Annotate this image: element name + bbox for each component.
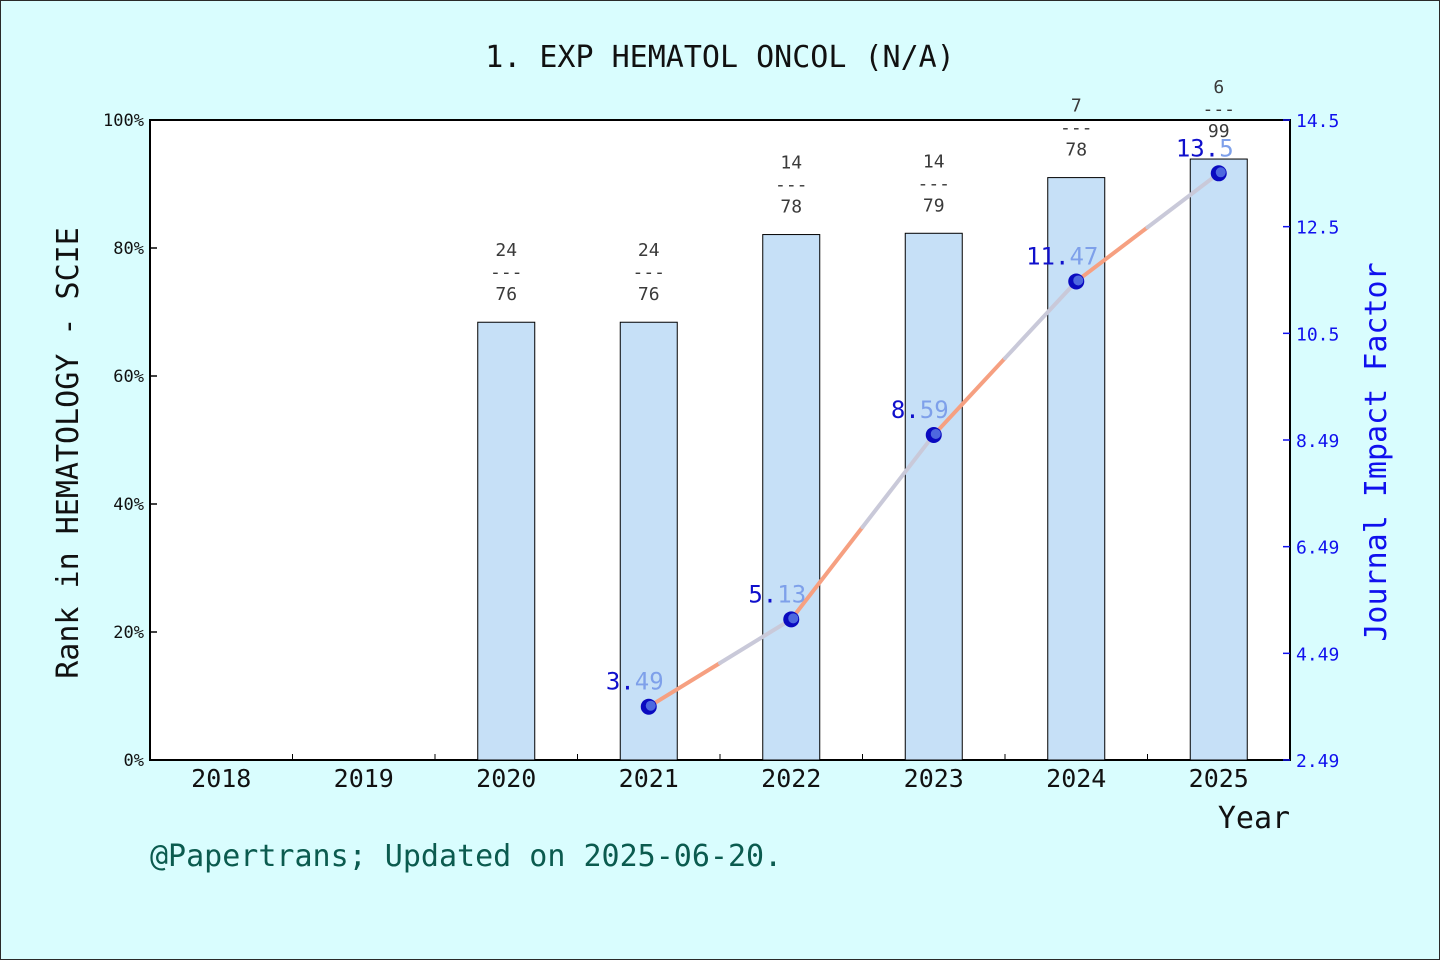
if-line-segment	[931, 356, 1007, 437]
if-line-segment	[1145, 171, 1221, 230]
rank-bar	[619, 321, 678, 761]
y2-tick-label: 2.49	[1296, 751, 1339, 772]
x-tick-label: 2024	[1046, 764, 1106, 793]
x-tick-label: 2025	[1189, 764, 1249, 793]
rank-label: 24 ---76	[490, 240, 523, 305]
chart-title: 1. EXP HEMATOL ONCOL (N/A)	[485, 40, 955, 75]
impact-factor-series: 3.49 5.13 8.59 11.47 13.5	[606, 134, 1234, 715]
y-axis-title: Rank in HEMATOLOGY - SCIE	[51, 227, 86, 679]
y2-tick-label: 8.49	[1296, 431, 1339, 452]
rank-label: 14 ---78	[775, 153, 808, 218]
rank-label: 24 ---76	[632, 240, 665, 305]
y-tick-label: 100%	[103, 111, 144, 131]
rank-bar	[904, 232, 963, 761]
if-value-label: 13.5	[1176, 134, 1234, 162]
x-tick-label: 2022	[761, 764, 821, 793]
rank-bar	[762, 234, 821, 761]
y2-tick-label: 14.5	[1296, 111, 1339, 132]
y2-tick-label: 12.5	[1296, 218, 1339, 239]
axes: 0% 20% 40% 60% 80% 100% 2.49 4.49 6.49 8.49 10.5 12…	[103, 111, 1339, 793]
rank-label: 7 ---78	[1060, 96, 1093, 161]
rank-label: 14 ---79	[917, 151, 950, 216]
rank-bar	[1047, 177, 1106, 761]
if-line-segment	[789, 525, 865, 622]
y2-tick-label: 4.49	[1296, 644, 1339, 665]
if-value-label: 5.13	[748, 580, 806, 608]
x-axis-title: Year	[1218, 801, 1290, 836]
y-tick-label: 40%	[113, 495, 144, 515]
y-tick-label: 20%	[113, 623, 144, 643]
if-value-label: 3.49	[606, 668, 664, 696]
if-value-label: 11.47	[1026, 242, 1098, 270]
if-point-highlight	[1073, 275, 1084, 286]
x-tick-label: 2021	[619, 764, 679, 793]
bar-series: 24 ---76 24 ---76 14 ---78 14 ---79 7 ---78 6 ---99	[477, 77, 1248, 761]
if-line-segment	[1003, 279, 1079, 361]
x-tick-label: 2018	[191, 764, 251, 793]
if-line-segment	[860, 432, 936, 530]
if-point-highlight	[645, 700, 656, 711]
x-tick-label: 2020	[476, 764, 536, 793]
y2-axis-title: Journal Impact Factor	[1359, 262, 1394, 641]
if-line-segment	[1074, 225, 1150, 284]
x-tick-label: 2019	[334, 764, 394, 793]
rank-bar	[477, 321, 536, 761]
y-tick-label: 60%	[113, 367, 144, 387]
if-point-highlight	[1215, 167, 1226, 178]
rank-bar	[1189, 158, 1248, 761]
if-value-label: 8.59	[891, 396, 949, 424]
if-line-segment	[718, 617, 794, 666]
if-line-segment	[646, 661, 722, 709]
y2-tick-label: 6.49	[1296, 538, 1339, 559]
y2-tick-label: 10.5	[1296, 324, 1339, 345]
x-tick-label: 2023	[904, 764, 964, 793]
y-tick-label: 80%	[113, 239, 144, 259]
footer-text: @Papertrans; Updated on 2025-06-20.	[150, 839, 782, 874]
y-tick-label: 0%	[124, 751, 144, 771]
if-point-highlight	[930, 428, 941, 439]
rank-label: 6 ---99	[1202, 77, 1235, 142]
if-point-highlight	[788, 613, 799, 624]
